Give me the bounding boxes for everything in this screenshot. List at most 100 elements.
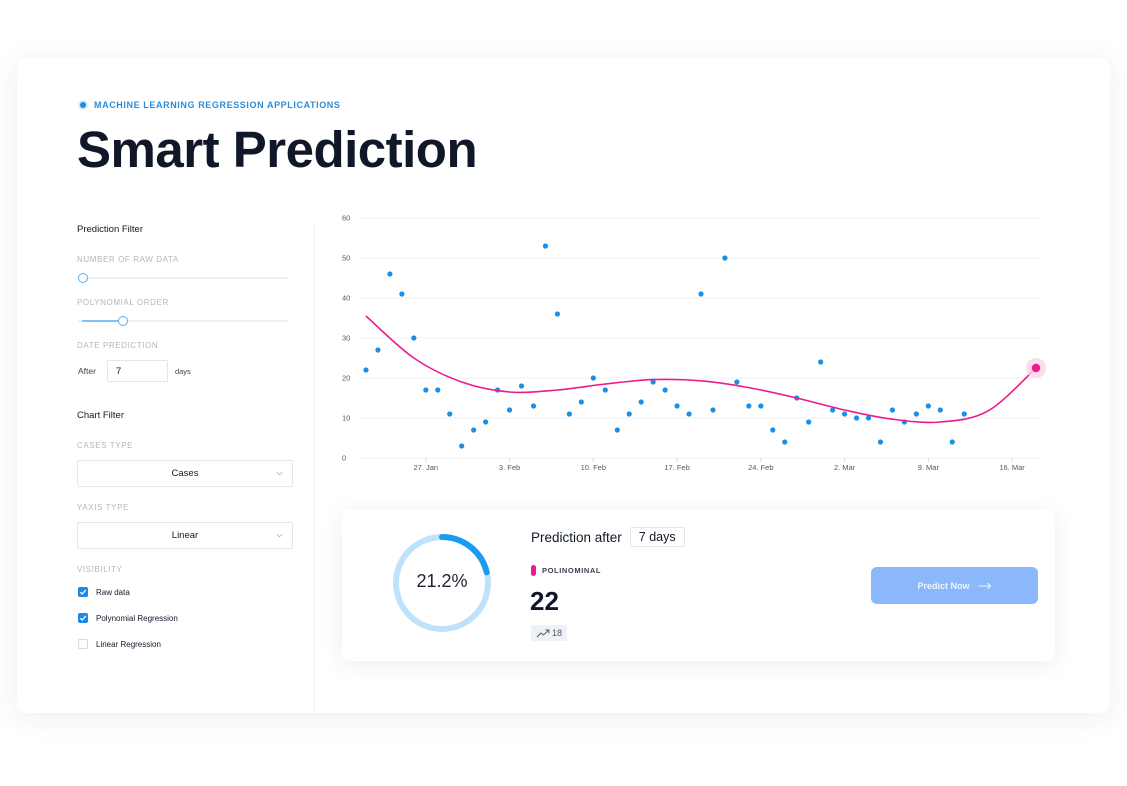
yaxis-type-select[interactable]: Linear	[77, 522, 293, 549]
data-point	[770, 427, 776, 433]
data-point	[782, 439, 788, 445]
prediction-after-label: Prediction after	[531, 529, 622, 545]
data-point	[483, 419, 489, 425]
data-point	[734, 379, 740, 385]
polynomial-order-label: POLYNOMIAL ORDER	[77, 298, 169, 307]
category-label: MACHINE LEARNING REGRESSION APPLICATIONS	[78, 99, 341, 111]
data-point	[830, 407, 836, 413]
data-point	[459, 443, 465, 449]
data-point	[506, 407, 513, 413]
page-title: Smart Prediction	[77, 121, 478, 178]
data-point	[518, 383, 525, 389]
chevron-down-icon	[276, 533, 283, 538]
linear-regression-checkbox[interactable]: Linear Regression	[78, 639, 161, 649]
data-point	[710, 407, 716, 413]
predicted-value: 22	[530, 586, 559, 616]
slider-thumb[interactable]	[118, 316, 128, 326]
after-label: After	[78, 366, 96, 376]
data-point	[758, 403, 764, 409]
data-point	[698, 291, 704, 297]
data-point	[542, 243, 549, 249]
polynomial-order-slider[interactable]	[78, 315, 288, 327]
y-tick-label: 50	[342, 254, 350, 263]
data-point	[387, 271, 393, 277]
days-input[interactable]	[106, 360, 168, 382]
data-point	[435, 387, 441, 393]
polynomial-regression-checkbox[interactable]: Polynomial Regression	[78, 613, 178, 623]
data-point	[686, 411, 692, 417]
series-legend: POLINOMINAL	[531, 565, 601, 576]
cases-type-select[interactable]: Cases	[77, 460, 293, 487]
data-point	[638, 399, 644, 405]
panel-divider	[314, 225, 315, 713]
visibility-label: VISIBILITY	[77, 565, 123, 574]
data-point	[411, 335, 417, 341]
y-tick-label: 0	[342, 454, 346, 463]
data-point	[674, 403, 680, 409]
y-tick-label: 20	[342, 374, 350, 383]
chevron-down-icon	[276, 471, 283, 476]
data-point	[614, 427, 620, 433]
data-point	[865, 415, 872, 421]
predict-now-button[interactable]: Predict Now	[871, 567, 1038, 604]
prediction-percent: 21.2%	[416, 571, 468, 591]
checkbox-checked-icon[interactable]	[78, 613, 88, 623]
data-point	[961, 411, 967, 417]
trend-value: 18	[552, 628, 563, 638]
yaxis-type-value: Linear	[171, 530, 199, 541]
arrow-right-icon	[978, 582, 991, 589]
data-point	[626, 411, 632, 417]
y-tick-label: 60	[342, 214, 350, 223]
checkbox-checked-icon[interactable]	[78, 587, 88, 597]
slider-thumb[interactable]	[78, 273, 88, 283]
days-label: days	[174, 366, 191, 376]
polynomial-regression-checkbox-label: Polynomial Regression	[96, 613, 178, 623]
category-label-text: MACHINE LEARNING REGRESSION APPLICATIONS	[94, 100, 341, 110]
raw-data-slider[interactable]	[78, 272, 288, 284]
predict-now-label: Predict Now	[917, 580, 970, 591]
data-point	[949, 439, 955, 445]
data-point	[925, 403, 931, 409]
scatter-chart: 0 10 20 30 40 50 60 27. Jan 3. Feb 10. Feb 17. Feb…	[342, 214, 1047, 472]
data-point	[602, 387, 608, 393]
raw-data-checkbox[interactable]: Raw data	[78, 587, 130, 597]
cases-type-value: Cases	[171, 468, 199, 479]
data-point	[530, 403, 537, 409]
donut-progress-arc	[393, 534, 491, 632]
data-point	[375, 347, 381, 353]
y-tick-label: 40	[342, 294, 350, 303]
raw-data-checkbox-label: Raw data	[96, 587, 130, 597]
data-point	[554, 311, 561, 317]
x-tick-label: 24. Feb	[748, 463, 773, 472]
data-point	[889, 407, 896, 413]
series-color-pill	[531, 565, 536, 576]
y-tick-label: 10	[342, 414, 350, 423]
prediction-point	[1031, 363, 1041, 373]
y-tick-label: 30	[342, 334, 350, 343]
data-point	[363, 367, 369, 373]
x-tick-label: 17. Feb	[664, 463, 689, 472]
data-point	[722, 255, 728, 261]
data-point	[447, 411, 453, 417]
chart-filter-title: Chart Filter	[77, 410, 124, 421]
prediction-chart: 0 10 20 30 40 50 60 27. Jan 3. Feb 10. Feb 17. Feb…	[330, 205, 1060, 480]
prediction-filter-title: Prediction Filter	[77, 224, 143, 235]
data-point	[806, 419, 812, 425]
data-point	[423, 387, 429, 393]
data-point	[877, 439, 884, 445]
data-point	[818, 359, 824, 365]
cases-type-label: CASES TYPE	[77, 441, 134, 450]
data-point	[662, 387, 668, 393]
x-tick-label: 9. Mar	[918, 463, 940, 472]
checkbox-unchecked-icon[interactable]	[78, 639, 88, 649]
data-point	[566, 411, 572, 417]
prediction-donut	[393, 534, 491, 632]
data-point	[399, 291, 405, 297]
x-tick-label: 3. Feb	[499, 463, 520, 472]
x-tick-label: 10. Feb	[581, 463, 606, 472]
slider-track	[78, 320, 288, 322]
data-point	[471, 427, 477, 433]
data-point	[937, 407, 943, 413]
x-tick-label: 16. Mar	[999, 463, 1025, 472]
slider-fill	[82, 320, 123, 322]
